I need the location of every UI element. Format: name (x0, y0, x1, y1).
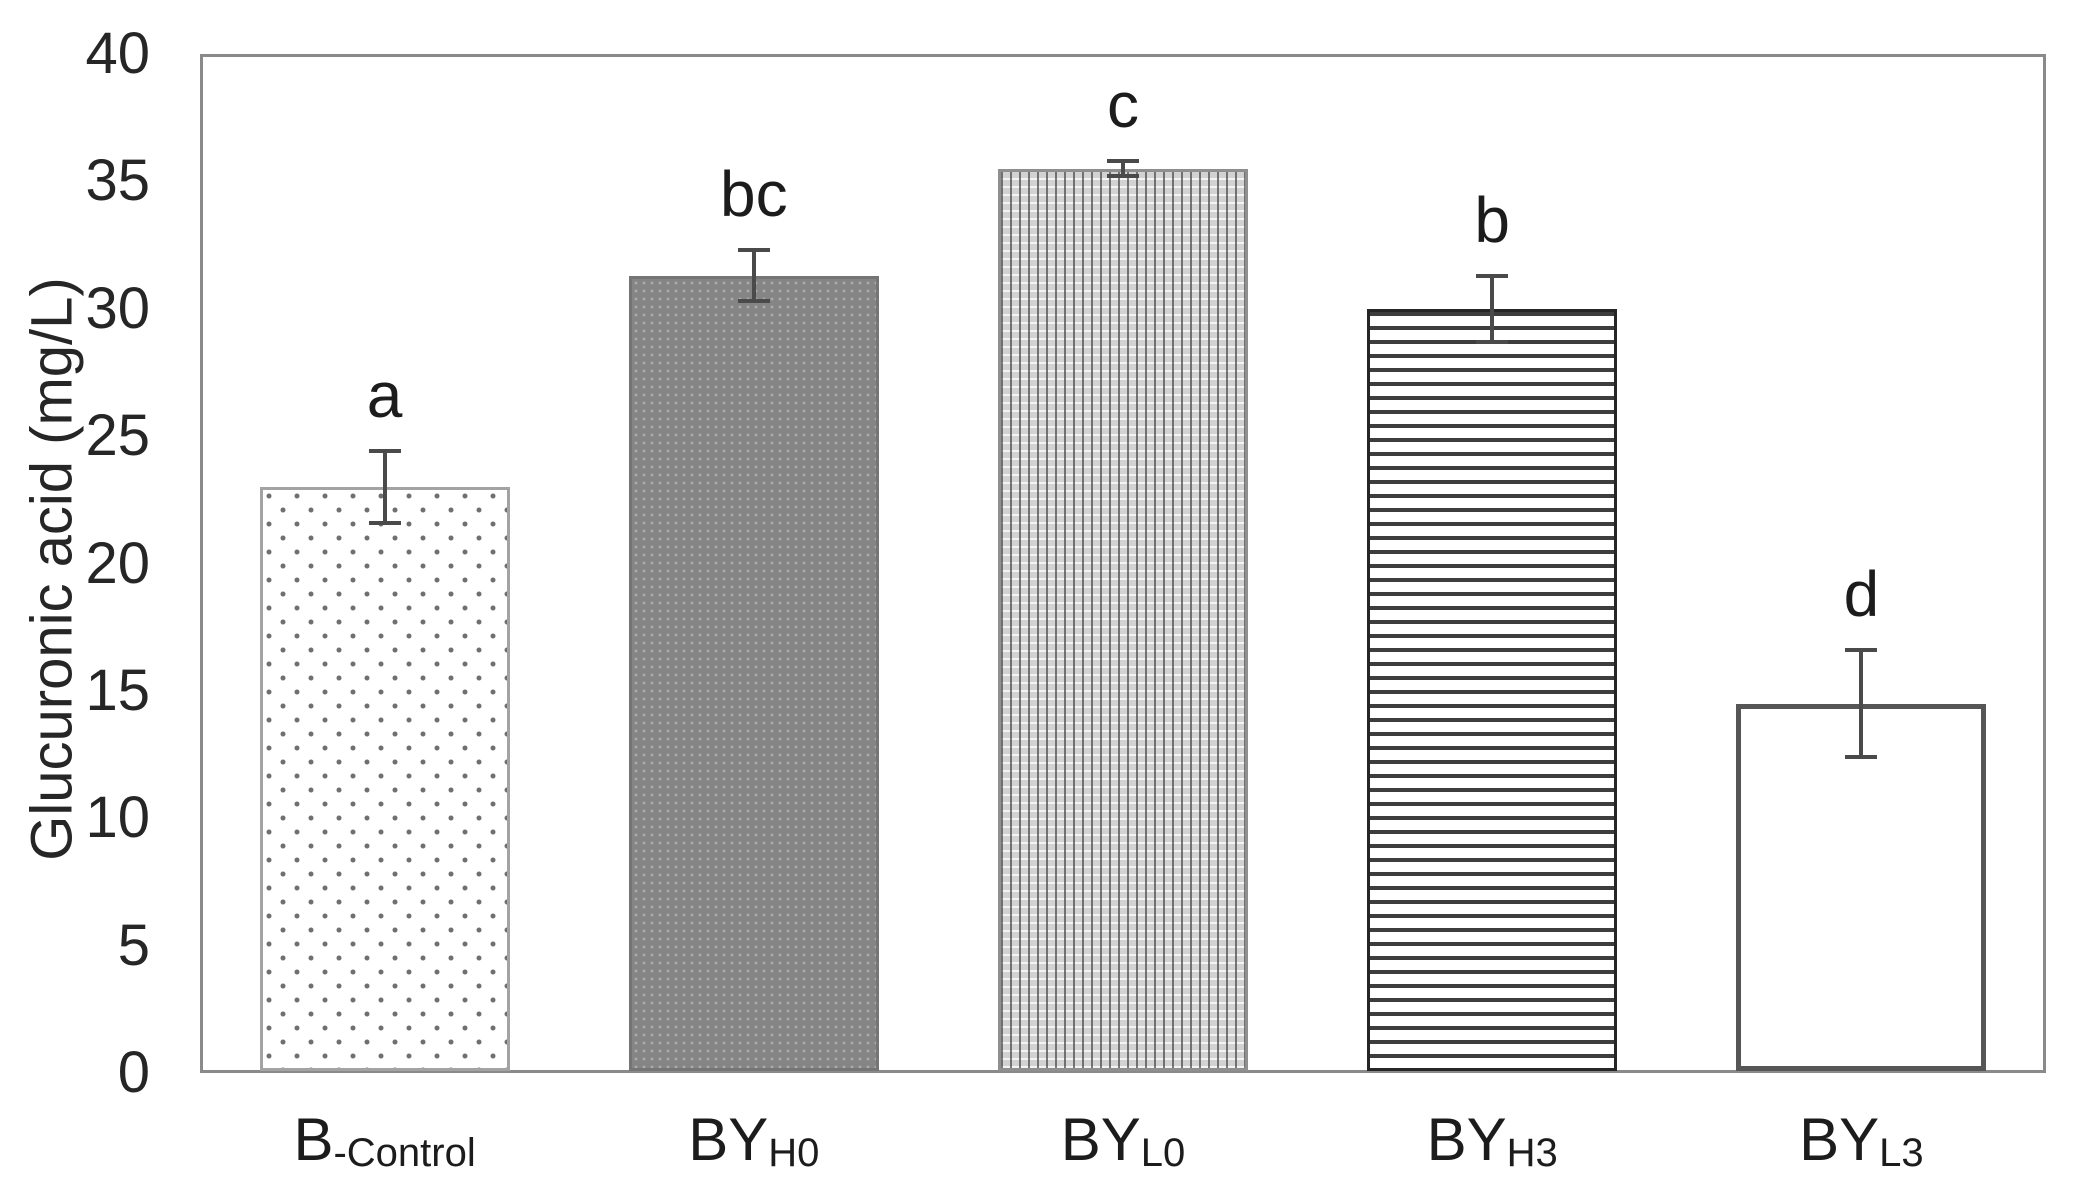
y-axis-tick-label: 30 (85, 275, 150, 341)
error-bar-cap (1476, 339, 1509, 344)
significance-letter: a (366, 359, 403, 432)
significance-letter: d (1843, 558, 1880, 631)
x-label-subscript: -Control (333, 1131, 476, 1175)
x-axis-category-label: BYH3 (1307, 1105, 1677, 1188)
x-label-main: BY (1426, 1106, 1507, 1173)
y-axis-tick-label: 25 (85, 403, 150, 469)
significance-letter: bc (720, 158, 788, 231)
y-axis-tick-label: 35 (85, 148, 150, 214)
error-bar-cap (368, 520, 401, 525)
significance-letter: c (1107, 68, 1139, 141)
x-label-subscript: L0 (1140, 1131, 1186, 1175)
error-bar-cap (737, 299, 770, 304)
x-label-subscript: H0 (768, 1131, 820, 1175)
error-bar-cap (1476, 273, 1509, 278)
y-axis-tick-label: 10 (85, 785, 150, 851)
error-bar (751, 250, 756, 302)
bar (1367, 308, 1618, 1071)
y-axis-tick-label: 20 (85, 530, 150, 596)
error-bar-cap (737, 248, 770, 253)
y-axis-tick-label: 15 (85, 657, 150, 723)
significance-letter: b (1474, 183, 1510, 256)
y-axis-tick-label: 40 (85, 21, 150, 86)
x-label-main: BY (1799, 1106, 1880, 1173)
bar (998, 168, 1248, 1071)
error-bar (1490, 275, 1495, 342)
x-label-main: B (293, 1106, 334, 1173)
y-axis-tick-label: 5 (117, 912, 150, 978)
error-bar-cap (368, 449, 401, 454)
x-axis-category-label: BYL3 (1676, 1105, 2046, 1188)
error-bar (1859, 650, 1864, 758)
error-bar-cap (1107, 174, 1139, 179)
error-bar (1121, 160, 1125, 177)
bar (259, 487, 510, 1071)
bar (628, 275, 879, 1071)
x-label-main: BY (688, 1106, 769, 1173)
x-axis-category-label: B-Control (200, 1105, 570, 1188)
error-bar (382, 451, 387, 523)
x-axis-category-label: BYL0 (938, 1105, 1308, 1188)
x-axis-category-label: BYH0 (569, 1105, 939, 1188)
error-bar-cap (1845, 755, 1878, 760)
x-label-subscript: H3 (1506, 1131, 1558, 1175)
y-axis-tick-label: 0 (117, 1040, 150, 1105)
bar (1736, 703, 1987, 1071)
x-label-main: BY (1060, 1106, 1141, 1173)
error-bar-cap (1845, 648, 1878, 653)
x-label-subscript: L3 (1879, 1131, 1924, 1175)
error-bar-cap (1107, 158, 1139, 163)
